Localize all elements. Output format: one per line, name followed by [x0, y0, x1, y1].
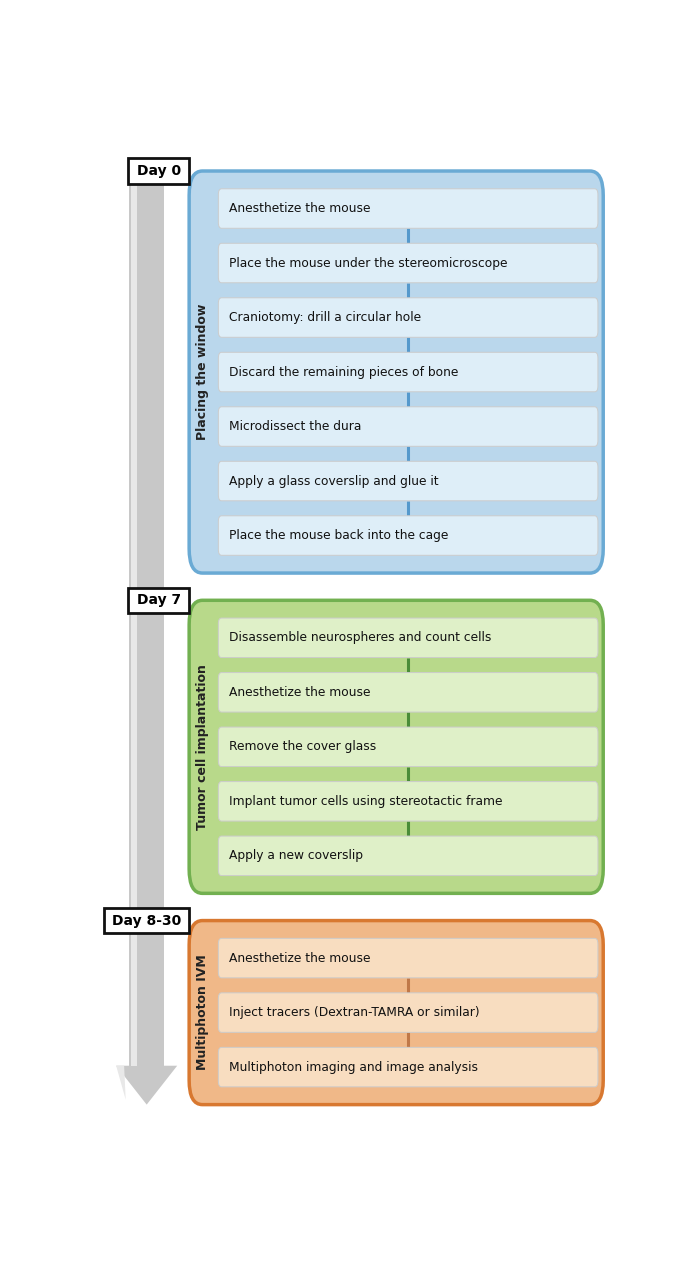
FancyBboxPatch shape — [219, 188, 598, 229]
Text: Multiphoton IVM: Multiphoton IVM — [196, 955, 209, 1071]
Text: Remove the cover glass: Remove the cover glass — [229, 740, 376, 753]
Text: Disassemble neurospheres and count cells: Disassemble neurospheres and count cells — [229, 632, 491, 644]
Text: Craniotomy: drill a circular hole: Craniotomy: drill a circular hole — [229, 311, 421, 325]
Text: Anesthetize the mouse: Anesthetize the mouse — [229, 951, 371, 965]
Text: Place the mouse under the stereomicroscope: Place the mouse under the stereomicrosco… — [229, 256, 508, 269]
Text: Anesthetize the mouse: Anesthetize the mouse — [229, 202, 371, 215]
Text: Microdissect the dura: Microdissect the dura — [229, 421, 361, 433]
Polygon shape — [116, 1066, 177, 1105]
Text: Tumor cell implantation: Tumor cell implantation — [196, 664, 209, 830]
FancyBboxPatch shape — [128, 587, 189, 613]
Text: Discard the remaining pieces of bone: Discard the remaining pieces of bone — [229, 365, 458, 379]
FancyBboxPatch shape — [219, 352, 598, 392]
Polygon shape — [129, 171, 164, 1066]
FancyBboxPatch shape — [219, 461, 598, 501]
FancyBboxPatch shape — [219, 836, 598, 875]
FancyBboxPatch shape — [219, 782, 598, 821]
FancyBboxPatch shape — [128, 158, 189, 183]
Text: Inject tracers (Dextran-TAMRA or similar): Inject tracers (Dextran-TAMRA or similar… — [229, 1007, 480, 1019]
FancyBboxPatch shape — [219, 407, 598, 446]
FancyBboxPatch shape — [219, 298, 598, 337]
Text: Anesthetize the mouse: Anesthetize the mouse — [229, 686, 371, 698]
FancyBboxPatch shape — [189, 921, 603, 1105]
FancyBboxPatch shape — [219, 1047, 598, 1087]
Text: Place the mouse back into the cage: Place the mouse back into the cage — [229, 529, 449, 542]
Text: Placing the window: Placing the window — [196, 304, 209, 441]
FancyBboxPatch shape — [219, 618, 598, 658]
Text: Day 0: Day 0 — [136, 164, 181, 178]
FancyBboxPatch shape — [219, 244, 598, 283]
Text: Day 7: Day 7 — [136, 594, 181, 608]
FancyBboxPatch shape — [219, 993, 598, 1032]
Text: Multiphoton imaging and image analysis: Multiphoton imaging and image analysis — [229, 1061, 478, 1074]
FancyBboxPatch shape — [189, 600, 603, 893]
Text: Implant tumor cells using stereotactic frame: Implant tumor cells using stereotactic f… — [229, 794, 503, 808]
Text: Apply a glass coverslip and glue it: Apply a glass coverslip and glue it — [229, 475, 438, 488]
FancyBboxPatch shape — [104, 908, 189, 933]
FancyBboxPatch shape — [219, 727, 598, 767]
Polygon shape — [131, 171, 137, 1066]
FancyBboxPatch shape — [219, 938, 598, 978]
Text: Day 8-30: Day 8-30 — [112, 913, 182, 927]
FancyBboxPatch shape — [219, 673, 598, 712]
Text: Apply a new coverslip: Apply a new coverslip — [229, 849, 363, 863]
Polygon shape — [116, 1066, 126, 1100]
FancyBboxPatch shape — [189, 171, 603, 573]
FancyBboxPatch shape — [219, 515, 598, 556]
